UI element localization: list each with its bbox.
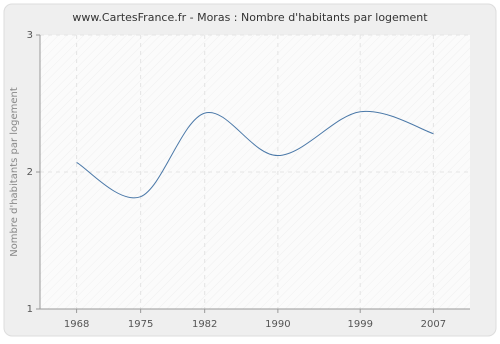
y-tick-label: 2: [27, 167, 33, 178]
x-tick-label: 2007: [421, 319, 446, 330]
y-tick-label: 3: [27, 30, 33, 41]
x-tick-label: 1975: [128, 319, 153, 330]
x-tick-label: 1990: [265, 319, 290, 330]
x-tick-label: 1999: [347, 319, 372, 330]
x-tick-label: 1968: [64, 319, 89, 330]
x-tick-label: 1982: [192, 319, 217, 330]
y-tick-label: 1: [27, 304, 33, 315]
chart-title: www.CartesFrance.fr - Moras : Nombre d'h…: [72, 11, 428, 24]
data-line: [76, 110, 434, 199]
plot-area: [40, 35, 470, 309]
y-axis-label: Nombre d'habitants par logement: [9, 87, 20, 257]
